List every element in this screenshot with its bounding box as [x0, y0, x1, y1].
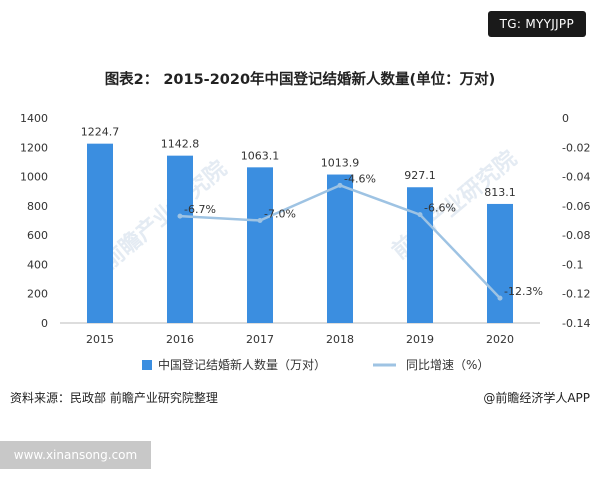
line-value-label: -7.0%	[264, 208, 296, 221]
line-value-label: -12.3%	[504, 285, 543, 298]
line-point	[257, 218, 263, 223]
right-tick-label: -0.02	[562, 141, 590, 154]
bar-value-label: 1142.8	[161, 138, 200, 151]
line-labels: -6.7% -7.0% -4.6% -6.6% -12.3%	[184, 172, 543, 298]
right-axis: 0 -0.02 -0.04 -0.06 -0.08 -0.1 -0.12 -0.14	[562, 112, 590, 330]
channel-badge: TG: MYYJJPP	[487, 11, 586, 37]
line-point	[177, 213, 183, 219]
bar-value-label: 927.1	[404, 169, 436, 182]
bar	[487, 203, 513, 323]
line-series	[177, 182, 503, 301]
legend: 中国登记结婚新人数量（万对） 同比增速（%）	[142, 357, 489, 372]
left-tick-label: 400	[27, 258, 48, 271]
line-value-label: -4.6%	[344, 172, 376, 185]
right-tick-label: 0	[562, 112, 569, 125]
legend-bar-label: 中国登记结婚新人数量（万对）	[158, 357, 326, 372]
right-tick-label: -0.14	[562, 317, 590, 330]
line-point	[417, 212, 423, 218]
bar-value-label: 813.1	[484, 186, 516, 199]
x-axis: 2015 2016 2017 2018 2019 2020	[60, 322, 540, 346]
line-value-label: -6.7%	[184, 203, 216, 216]
left-tick-label: 1000	[20, 171, 48, 184]
bar	[407, 187, 433, 323]
left-tick-label: 800	[27, 200, 48, 213]
bar-series	[87, 143, 513, 323]
bar	[327, 174, 353, 323]
legend-bar-swatch	[142, 360, 152, 370]
right-tick-label: -0.06	[562, 200, 590, 213]
left-tick-label: 600	[27, 229, 48, 242]
left-tick-label: 0	[41, 317, 48, 330]
bar	[87, 143, 113, 323]
x-tick-label: 2018	[326, 333, 354, 346]
bar	[247, 167, 273, 323]
left-axis: 0 200 400 600 800 1000 1200 1400	[20, 112, 48, 330]
site-watermark: www.xinansong.com	[0, 441, 151, 469]
chart-area: 前瞻产业研究院 前瞻产业研究院 020040060080010001200140…	[20, 112, 590, 372]
x-tick-label: 2020	[486, 333, 514, 346]
right-tick-label: -0.12	[562, 288, 590, 301]
chart-title: 图表2： 2015-2020年中国登记结婚新人数量(单位：万对)	[104, 72, 496, 88]
left-tick-label: 200	[27, 288, 48, 301]
bar-value-label: 1013.9	[321, 157, 360, 170]
line-point	[497, 295, 503, 301]
line-point	[337, 182, 343, 188]
source-note: 资料来源：民政部 前瞻产业研究院整理	[10, 391, 218, 405]
right-tick-label: -0.08	[562, 229, 590, 242]
bar-labels: 1224.7 1142.8 1063.1 1013.9 927.1 813.1	[81, 126, 516, 199]
bar-value-label: 1224.7	[81, 126, 120, 139]
brand-note: @前瞻经济学人APP	[483, 391, 590, 405]
x-tick-label: 2016	[166, 333, 194, 346]
right-tick-label: -0.04	[562, 171, 590, 184]
left-tick-label: 1200	[20, 141, 48, 154]
left-tick-label: 1400	[20, 112, 48, 125]
x-tick-label: 2017	[246, 333, 274, 346]
legend-line-label: 同比增速（%）	[406, 358, 489, 372]
bar	[167, 155, 193, 323]
bar-value-label: 1063.1	[241, 149, 280, 162]
x-tick-label: 2015	[86, 333, 114, 346]
right-tick-label: -0.1	[562, 258, 583, 271]
x-tick-label: 2019	[406, 333, 434, 346]
line-value-label: -6.6%	[424, 202, 456, 215]
